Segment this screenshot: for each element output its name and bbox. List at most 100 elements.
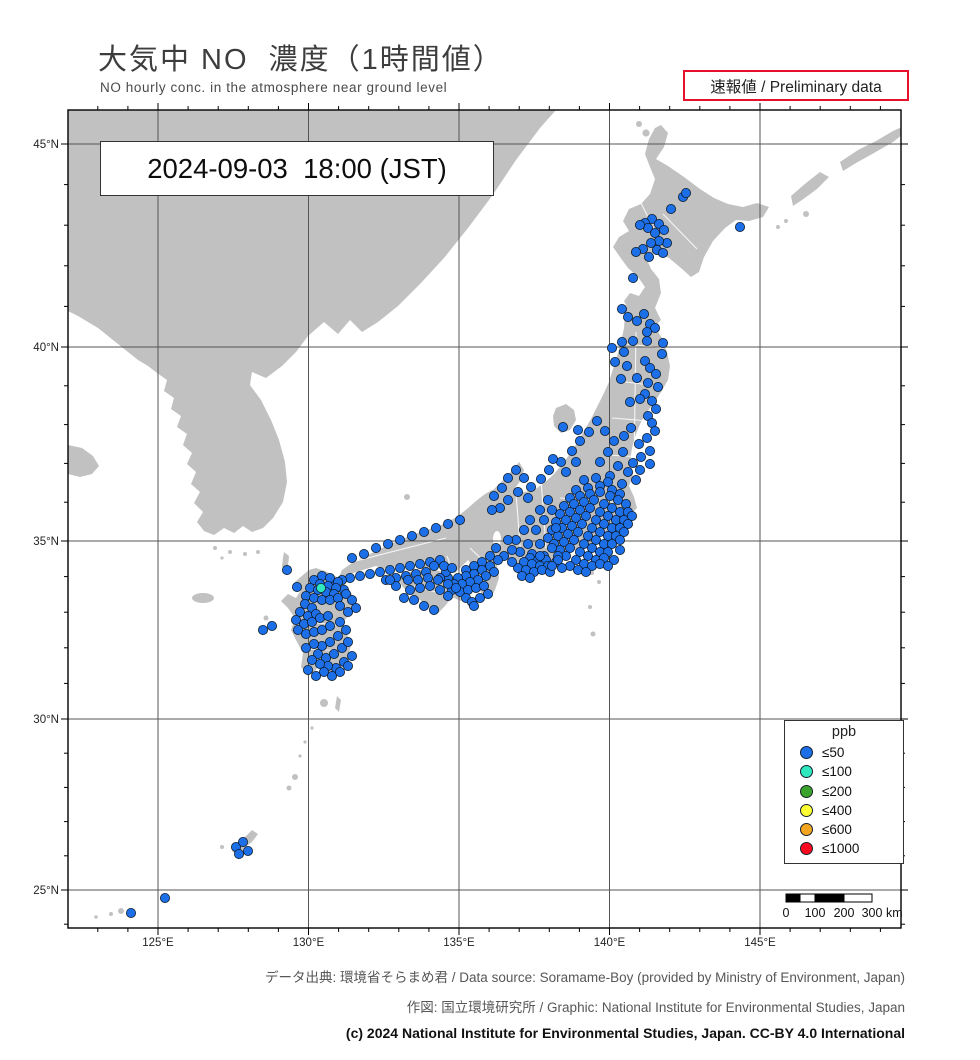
station-dot (735, 221, 746, 232)
legend-color-dot (800, 842, 813, 856)
legend-label: ≤50 (822, 745, 845, 761)
station-dot (316, 625, 327, 636)
station-dot (584, 426, 595, 437)
station-dot (642, 326, 653, 337)
station-dot (324, 621, 335, 632)
station-dot (653, 381, 664, 392)
footer-copyright: (c) 2024 National Institute for Environm… (345, 1025, 905, 1041)
station-dot (432, 575, 443, 586)
station-dot (666, 203, 677, 214)
station-dot (595, 456, 606, 467)
legend-row: ≤100 (785, 760, 903, 779)
station-dot (370, 543, 381, 554)
station-dot (312, 649, 323, 660)
station-dot (605, 490, 616, 501)
station-dot (634, 438, 645, 449)
station-dot (424, 581, 435, 592)
legend-color-dot (800, 803, 813, 817)
station-dot (615, 545, 626, 556)
station-dot (573, 527, 584, 538)
lake-biwa (493, 531, 501, 547)
station-dot (619, 430, 630, 441)
station-dot (548, 453, 559, 464)
station-dot (364, 569, 375, 580)
legend-box: ppb ≤50 ≤100 ≤200 ≤400 ≤600 ≤1000 (784, 720, 904, 865)
station-dot (618, 446, 629, 457)
legend-color-dot (800, 765, 813, 779)
station-dot (306, 655, 317, 666)
lat-label: 30°N (33, 714, 59, 726)
station-dot (681, 187, 692, 198)
station-dot (525, 515, 536, 526)
station-dot (402, 575, 413, 586)
station-dots-layer (126, 187, 746, 919)
station-dot (390, 581, 401, 592)
preliminary-data-badge: 速報値 / Preliminary data (683, 70, 909, 101)
station-dot (434, 585, 445, 596)
station-dot (354, 571, 365, 582)
station-dot (384, 565, 395, 576)
station-dot (632, 315, 643, 326)
station-dot (650, 227, 661, 238)
station-dot (565, 506, 576, 517)
station-dot (418, 601, 429, 612)
station-dot (346, 553, 357, 564)
station-dot (326, 671, 337, 682)
station-dot (626, 422, 637, 433)
station-dot (657, 348, 668, 359)
station-dot (635, 219, 646, 230)
station-dot (591, 515, 602, 526)
scalebar-label: 300 (862, 906, 883, 920)
station-dot (486, 504, 497, 515)
footer-data-source: データ出典: 環境省そらまめ君 / Data source: Soramame-… (265, 970, 905, 985)
station-dot (523, 492, 534, 503)
station-dot (650, 322, 661, 333)
station-dot (646, 237, 657, 248)
station-dot (569, 498, 580, 509)
station-dot (628, 335, 639, 346)
lat-label: 45°N (33, 139, 59, 151)
station-dot (617, 336, 628, 347)
station-dot (543, 533, 554, 544)
station-dot (490, 543, 501, 554)
station-dot (322, 611, 333, 622)
station-dot (592, 415, 603, 426)
station-dot (591, 535, 602, 546)
station-dot (336, 643, 347, 654)
station-dot (536, 473, 547, 484)
station-dot (404, 585, 415, 596)
station-dot (442, 579, 453, 590)
station-dot (398, 593, 409, 604)
station-dot (651, 368, 662, 379)
station-dot (384, 575, 395, 586)
station-dot (510, 464, 521, 475)
station-dot (306, 617, 317, 628)
station-dot (587, 543, 598, 554)
station-dot (488, 490, 499, 501)
lon-label: 145°E (744, 937, 776, 949)
scale-bar: 0 100 200 300 km (783, 893, 903, 920)
station-dot (266, 621, 277, 632)
station-dot (579, 539, 590, 550)
station-dot (480, 571, 491, 582)
island-honshu (338, 297, 670, 599)
station-dot (581, 510, 592, 521)
station-dot (484, 551, 495, 562)
station-dot (583, 551, 594, 562)
station-dot-teal (315, 583, 326, 594)
station-dot (334, 617, 345, 628)
station-dot (561, 466, 572, 477)
station-dot (645, 445, 656, 456)
station-dot (579, 496, 590, 507)
station-dot (581, 567, 592, 578)
station-dot (474, 593, 485, 604)
legend-color-dot (800, 746, 813, 760)
station-dot (428, 561, 439, 572)
station-dot (659, 224, 670, 235)
station-dot (613, 460, 624, 471)
station-dot (617, 303, 628, 314)
station-dot (340, 625, 351, 636)
station-dot (607, 342, 618, 353)
station-dot (531, 525, 542, 536)
station-dot (609, 555, 620, 566)
